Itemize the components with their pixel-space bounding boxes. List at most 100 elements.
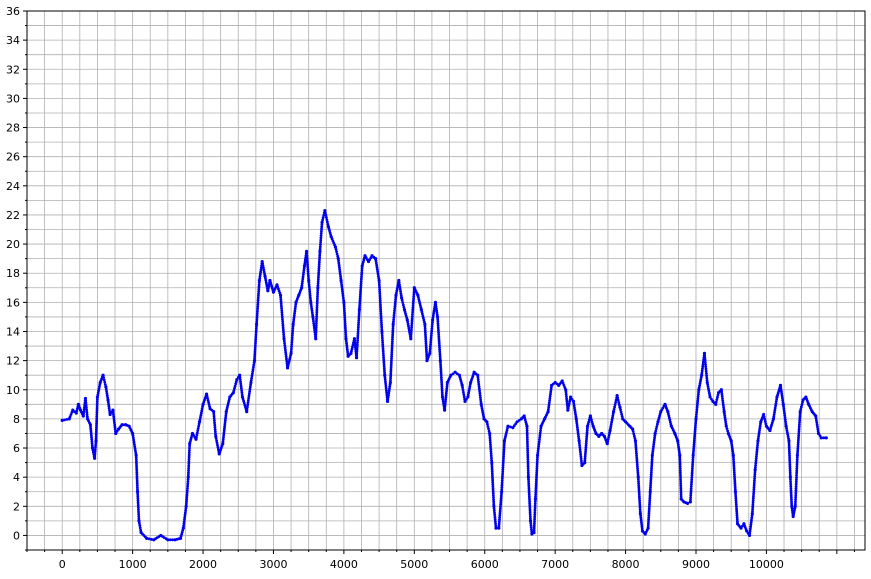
- data-point: [715, 395, 719, 399]
- data-point: [758, 426, 762, 430]
- data-point: [533, 502, 537, 505]
- data-point: [700, 371, 704, 375]
- data-point: [186, 484, 190, 488]
- data-point: [380, 329, 384, 334]
- data-point: [345, 348, 349, 352]
- data-point: [539, 429, 542, 433]
- data-point: [795, 460, 799, 464]
- data-point: [491, 480, 495, 484]
- data-point: [187, 453, 191, 457]
- data-point: [724, 420, 728, 424]
- data-point: [214, 432, 217, 436]
- data-point: [345, 346, 349, 349]
- data-point: [315, 297, 319, 301]
- data-point: [526, 462, 530, 466]
- data-point: [548, 399, 551, 403]
- data-point: [382, 360, 386, 364]
- data-point: [185, 491, 189, 495]
- data-point: [678, 456, 682, 459]
- data-point: [528, 501, 532, 505]
- data-point: [607, 435, 611, 439]
- data-point: [379, 305, 382, 309]
- data-point: [82, 408, 86, 411]
- data-point: [316, 282, 320, 285]
- data-point: [279, 302, 283, 306]
- data-point: [356, 325, 360, 329]
- data-point: [344, 333, 348, 336]
- data-point: [317, 275, 320, 279]
- data-point: [186, 482, 190, 486]
- data-point: [720, 392, 724, 396]
- data-point: [360, 268, 364, 272]
- data-point: [439, 374, 443, 378]
- data-point: [702, 351, 707, 355]
- data-point: [715, 398, 719, 402]
- data-point: [384, 382, 388, 386]
- data-point: [308, 290, 312, 293]
- data-point: [239, 380, 242, 384]
- data-point: [256, 305, 260, 309]
- x-tick-labels: 0 1000 2000 3000 4000 5000 6000 7000 8000 9000 100…: [59, 558, 784, 571]
- data-point: [492, 509, 496, 513]
- data-point: [436, 322, 440, 325]
- data-point: [136, 499, 140, 503]
- data-point: [790, 498, 793, 501]
- data-point: [525, 429, 529, 433]
- data-point: [378, 301, 382, 305]
- data-point: [281, 319, 285, 323]
- data-point: [278, 293, 283, 297]
- data-point: [137, 514, 141, 518]
- data-point: [757, 435, 760, 438]
- data-point: [538, 433, 542, 437]
- data-point: [388, 387, 391, 391]
- data-point: [489, 454, 493, 458]
- data-point: [752, 490, 756, 494]
- data-point: [632, 434, 636, 438]
- data-point: [571, 399, 576, 404]
- data-point: [184, 502, 188, 506]
- data-point: [182, 520, 186, 523]
- data-point: [95, 421, 98, 425]
- data-point: [699, 377, 703, 381]
- data-point: [431, 316, 435, 320]
- data-point: [794, 498, 797, 502]
- data-point: [755, 452, 759, 456]
- data-point: [785, 426, 788, 430]
- data-point: [103, 380, 107, 384]
- data-point: [445, 389, 448, 393]
- data-point: [532, 524, 536, 528]
- data-point: [112, 412, 115, 416]
- data-point: [255, 320, 259, 324]
- data-point: [246, 399, 250, 402]
- data-point: [235, 377, 239, 382]
- data-point: [378, 299, 382, 302]
- data-point: [435, 309, 439, 313]
- data-point: [314, 330, 318, 334]
- data-point: [794, 493, 798, 497]
- data-point: [748, 529, 752, 533]
- data-point: [432, 309, 436, 313]
- data-point: [359, 277, 363, 281]
- data-point: [638, 505, 642, 509]
- data-point: [695, 410, 699, 414]
- data-point: [694, 421, 698, 425]
- data-point: [252, 365, 255, 369]
- data-point: [647, 518, 651, 521]
- data-point: [489, 445, 493, 449]
- data-point: [221, 440, 225, 443]
- data-point: [772, 413, 776, 416]
- data-point: [679, 477, 682, 481]
- data-point: [214, 437, 218, 440]
- data-point: [819, 436, 823, 440]
- data-point: [280, 315, 284, 319]
- data-point: [445, 387, 449, 391]
- data-point: [752, 485, 756, 489]
- x-tick-label: 6000: [471, 558, 499, 571]
- data-point: [695, 406, 699, 410]
- data-point: [679, 491, 683, 494]
- data-point: [534, 477, 538, 481]
- data-point: [395, 291, 398, 295]
- data-point: [774, 402, 778, 405]
- data-point: [753, 468, 757, 472]
- data-point: [578, 450, 582, 454]
